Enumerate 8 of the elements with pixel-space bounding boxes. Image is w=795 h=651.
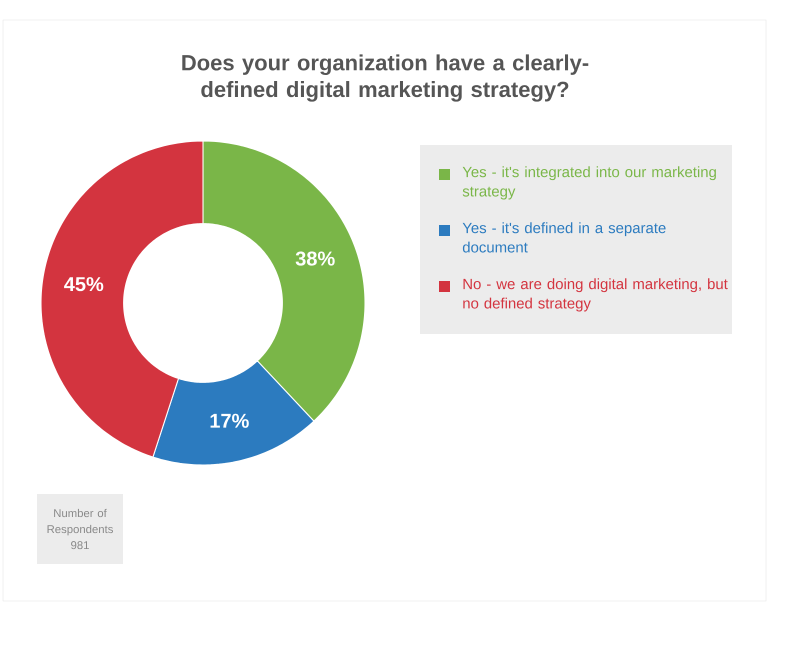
legend-label: Yes - it's defined in a separate document (462, 222, 666, 253)
legend-label: Yes - it's integrated into our marketing strategy (462, 166, 716, 200)
chart-title: Does your organization have a clearly-defined digital marketing strategy? (182, 54, 588, 102)
data-label: 17% (210, 414, 249, 428)
data-label: 45% (64, 277, 104, 292)
data-label: 38% (296, 251, 335, 266)
legend-label: No - we are doing digital marketing, but no defined strategy (463, 278, 728, 312)
text: Number of Respondents 981 (48, 508, 113, 550)
